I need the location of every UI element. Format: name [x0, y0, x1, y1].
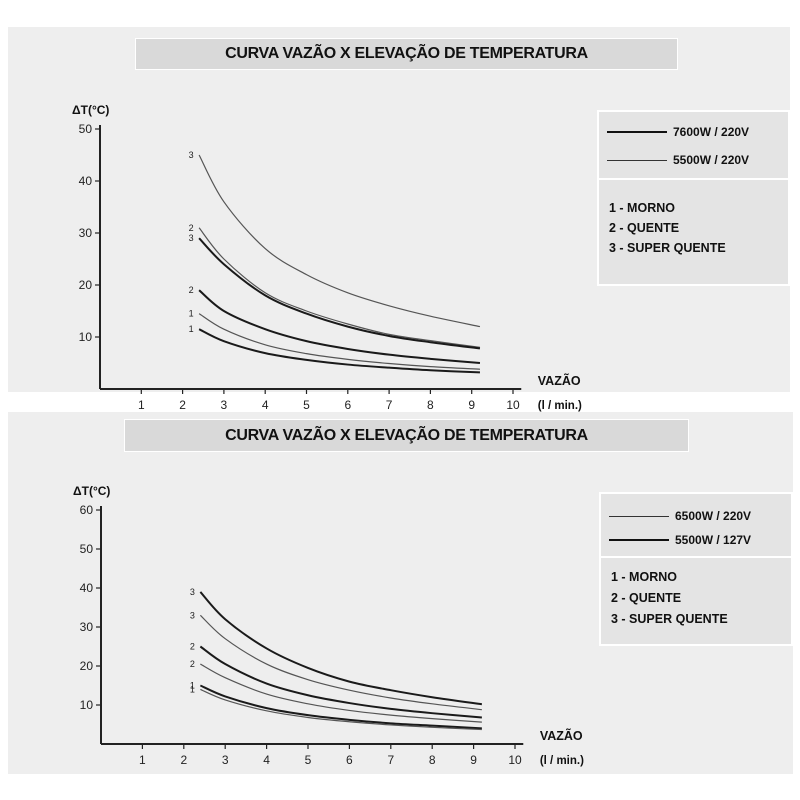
y-axis-label: ΔT(°C) [72, 103, 109, 117]
curve-number-label: 3 [189, 150, 194, 160]
y-tick-label: 50 [79, 122, 93, 136]
y-tick-label: 10 [79, 330, 93, 344]
curve-number-label: 3 [190, 610, 195, 620]
legend-label: 5500W / 220V [673, 153, 750, 167]
x-tick-label: 10 [506, 398, 520, 412]
x-tick-label: 7 [386, 398, 393, 412]
chart-legend: 6500W / 220V 5500W / 127V 1 - MORNO 2 - … [599, 492, 793, 646]
series-line-curve-3-thick [199, 591, 483, 706]
legend-line-swatch [609, 515, 669, 517]
y-tick-label: 40 [80, 581, 94, 595]
series-line-curve-2-thin [198, 227, 481, 348]
legend-label: 7600W / 220V [673, 125, 750, 139]
x-tick-label: 1 [138, 398, 145, 412]
legend-line-swatch [607, 159, 667, 161]
x-tick-label: 9 [468, 398, 475, 412]
series-line-curve-1-thin [198, 313, 480, 370]
x-tick-label: 9 [470, 753, 477, 767]
curve-number-label: 1 [189, 309, 194, 319]
x-tick-label: 4 [263, 753, 270, 767]
y-tick-label: 60 [80, 503, 94, 517]
legend-divider [601, 556, 791, 558]
y-tick-label: 10 [80, 698, 94, 712]
chart-panel-2: CURVA VAZÃO X ELEVAÇÃO DE TEMPERATURA ΔT… [8, 412, 793, 774]
y-tick-label: 20 [79, 278, 93, 292]
legend-item: 6500W / 220V [609, 508, 783, 524]
x-tick-label: 5 [303, 398, 310, 412]
chart-title: CURVA VAZÃO X ELEVAÇÃO DE TEMPERATURA [124, 419, 689, 452]
x-tick-label: 2 [180, 753, 187, 767]
legend-item: 5500W / 220V [607, 152, 780, 168]
curve-number-label: 1 [189, 324, 194, 334]
legend-line-swatch [609, 539, 669, 541]
y-tick-label: 20 [80, 659, 94, 673]
legend-key-item: 3 - SUPER QUENTE [611, 612, 728, 626]
x-tick-label: 3 [221, 398, 228, 412]
y-tick-label: 50 [80, 542, 94, 556]
legend-line-swatch [607, 131, 667, 133]
curve-number-label: 2 [190, 659, 195, 669]
line-chart-2: ΔT(°C) 10 20 30 40 50 60 1 2 3 4 5 6 7 8 9 10 VAZÃO (l / m… [73, 484, 584, 767]
legend-item: 5500W / 127V [609, 532, 783, 548]
series-line-curve-1-thick [198, 328, 481, 374]
legend-label: 5500W / 127V [675, 533, 752, 547]
legend-item: 7600W / 220V [607, 124, 780, 140]
legend-divider [599, 178, 788, 180]
curve-number-label: 2 [189, 223, 194, 233]
x-axis-label: VAZÃO [538, 373, 581, 388]
x-tick-label: 1 [139, 753, 146, 767]
legend-key-item: 2 - QUENTE [609, 221, 680, 235]
x-axis-label: VAZÃO [540, 728, 583, 743]
legend-label: 6500W / 220V [675, 509, 752, 523]
y-axis-label: ΔT(°C) [73, 484, 110, 498]
series-line-curve-2-thick [199, 645, 482, 719]
curve-number-label: 2 [189, 285, 194, 295]
legend-key-item: 3 - SUPER QUENTE [609, 241, 726, 255]
y-tick-label: 30 [80, 620, 94, 634]
x-axis-unit-label: (l / min.) [540, 755, 584, 767]
curve-number-label: 3 [190, 587, 195, 597]
chart-panel-1: CURVA VAZÃO X ELEVAÇÃO DE TEMPERATURA ΔT… [8, 27, 790, 412]
chart-title: CURVA VAZÃO X ELEVAÇÃO DE TEMPERATURA [135, 38, 678, 70]
curve-number-label: 1 [190, 681, 195, 691]
x-tick-label: 2 [179, 398, 186, 412]
series-line-curve-3-thin [198, 154, 481, 328]
legend-key-item: 2 - QUENTE [611, 591, 682, 605]
chart-legend: 7600W / 220V 5500W / 220V 1 - MORNO 2 - … [597, 110, 790, 286]
series-line-curve-3-thin [199, 614, 482, 711]
curve-number-label: 1 [190, 684, 195, 694]
legend-key-item: 1 - MORNO [611, 570, 677, 584]
x-tick-label: 8 [429, 753, 436, 767]
x-tick-label: 5 [305, 753, 312, 767]
y-tick-label: 40 [79, 174, 93, 188]
x-tick-label: 6 [346, 753, 353, 767]
series-line-curve-2-thin [200, 663, 482, 723]
x-tick-label: 7 [387, 753, 394, 767]
series-line-curve-2-thick [198, 289, 481, 364]
x-tick-label: 10 [508, 753, 522, 767]
x-tick-label: 3 [222, 753, 229, 767]
legend-key-item: 1 - MORNO [609, 201, 675, 215]
series-line-curve-1-thick [199, 684, 482, 730]
series-line-curve-1-thin [200, 688, 482, 731]
x-tick-label: 8 [427, 398, 434, 412]
curve-number-label: 3 [189, 233, 194, 243]
x-tick-label: 4 [262, 398, 269, 412]
series-line-curve-3-thick [198, 237, 481, 350]
curve-number-label: 2 [190, 642, 195, 652]
x-axis-unit-label: (l / min.) [538, 400, 582, 412]
x-tick-label: 6 [344, 398, 351, 412]
y-tick-label: 30 [79, 226, 93, 240]
